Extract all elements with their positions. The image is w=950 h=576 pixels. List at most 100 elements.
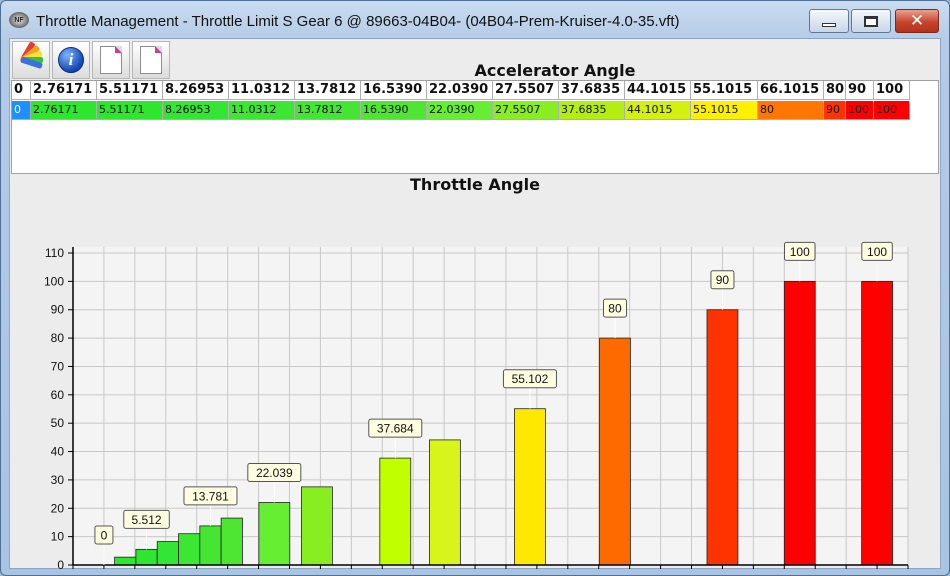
y-tick-label: 20	[51, 501, 65, 515]
data-label: 90	[716, 273, 730, 287]
chart-bar[interactable]	[706, 309, 739, 566]
throttle-chart[interactable]: -404812162024283236404448525660646872768…	[10, 191, 940, 569]
table-cell[interactable]: 13.7812	[295, 101, 361, 120]
y-tick-label: 110	[45, 246, 64, 260]
y-tick-label: 70	[51, 359, 65, 373]
chart-bar[interactable]	[135, 548, 158, 566]
chart-bar[interactable]	[783, 280, 816, 566]
table-cell[interactable]: 27.5507	[493, 101, 559, 120]
table-header-cell: 55.1015	[691, 81, 758, 100]
table-cell[interactable]: 22.0390	[427, 101, 493, 120]
data-label: 22.039	[256, 466, 293, 480]
accelerator-table[interactable]: 0 2.76171 5.51171 8.26953 11.0312 13.7812 16.5…	[11, 80, 939, 174]
chart-bar[interactable]	[114, 556, 137, 566]
app-icon: NF	[9, 12, 29, 28]
maximize-button[interactable]	[851, 9, 891, 33]
minimize-icon	[822, 23, 836, 27]
data-label-box	[710, 270, 735, 290]
data-label-box	[183, 486, 238, 506]
chart-bar[interactable]	[199, 525, 222, 566]
data-label: 80	[608, 302, 622, 316]
y-tick-label: 100	[44, 274, 64, 288]
table-cell[interactable]: 90	[824, 101, 846, 120]
table-cell[interactable]: 37.6835	[559, 101, 625, 120]
table-header-cell: 11.0312	[229, 81, 295, 100]
chart-bar[interactable]	[258, 502, 291, 566]
data-label-box	[861, 241, 893, 261]
plot-area	[73, 247, 908, 565]
data-label: 0	[101, 529, 108, 543]
table-header-cell: 16.5390	[361, 81, 427, 100]
data-label-box	[502, 369, 557, 389]
y-tick-label: 0	[57, 558, 64, 569]
data-label: 100	[790, 245, 810, 259]
chart-title: Throttle Angle	[410, 175, 540, 194]
table-cell[interactable]: 0	[12, 101, 31, 120]
data-label-box	[368, 418, 423, 438]
y-tick-label: 10	[51, 530, 65, 544]
data-label: 13.781	[192, 489, 229, 503]
new-document-button[interactable]	[92, 41, 130, 79]
table-header-cell: 22.0390	[427, 81, 493, 100]
chart-bar[interactable]	[514, 408, 546, 566]
chart-bar[interactable]	[599, 337, 631, 566]
table-header-row: 0 2.76171 5.51171 8.26953 11.0312 13.7812 16.5…	[12, 81, 910, 100]
title-bar[interactable]: NF Throttle Management - Throttle Limit …	[1, 1, 949, 37]
table-header-cell: 27.5507	[493, 81, 559, 100]
table-header-cell: 90	[846, 81, 874, 100]
table-cell[interactable]: 2.76171	[31, 101, 97, 120]
info-icon: i	[58, 47, 84, 73]
table-header-cell: 5.51171	[97, 81, 163, 100]
document-icon	[140, 46, 162, 74]
table-cell[interactable]: 8.26953	[163, 101, 229, 120]
close-button[interactable]: ✕	[895, 9, 939, 33]
chart-bar[interactable]	[220, 517, 243, 566]
data-label: 55.102	[512, 372, 549, 386]
y-tick-label: 60	[51, 388, 65, 402]
grid-title: Accelerator Angle	[474, 61, 636, 80]
chart-bar[interactable]	[861, 280, 893, 566]
table-header-cell: 8.26953	[163, 81, 229, 100]
table-cell[interactable]: 100	[874, 101, 910, 120]
table-row: 0 2.76171 5.51171 8.26953 11.0312 13.7812 16.5…	[12, 101, 910, 120]
chart-bar[interactable]	[156, 541, 179, 566]
minimize-button[interactable]	[809, 9, 849, 33]
y-tick-label: 80	[51, 331, 65, 345]
y-tick-label: 40	[51, 445, 65, 459]
table-cell[interactable]: 16.5390	[361, 101, 427, 120]
chart-bar[interactable]	[301, 486, 333, 566]
data-label: 37.684	[377, 422, 414, 436]
table-cell[interactable]: 80	[758, 101, 824, 120]
table-header-cell: 44.1015	[625, 81, 691, 100]
table-cell[interactable]: 55.1015	[691, 101, 758, 120]
table-header-cell: 37.6835	[559, 81, 625, 100]
toolbar: i	[12, 41, 170, 81]
table-cell[interactable]: 100	[846, 101, 874, 120]
copy-document-button[interactable]	[132, 41, 170, 79]
chart-bar[interactable]	[178, 533, 201, 566]
table-header-cell: 80	[824, 81, 846, 100]
table-header-cell: 100	[874, 81, 910, 100]
table-cell[interactable]: 44.1015	[625, 101, 691, 120]
data-label-box	[94, 525, 114, 545]
table-header-cell: 13.7812	[295, 81, 361, 100]
chart-bar[interactable]	[379, 457, 412, 566]
y-tick-label: 90	[51, 303, 65, 317]
data-label-box	[247, 462, 302, 482]
y-tick-label: 30	[51, 473, 65, 487]
info-button[interactable]: i	[52, 41, 90, 79]
window-title: Throttle Management - Throttle Limit S G…	[36, 13, 680, 30]
table-header-cell: 0	[12, 81, 31, 100]
y-tick-label: 50	[51, 416, 65, 430]
chart-bar[interactable]	[429, 439, 461, 566]
table-cell[interactable]: 5.51171	[97, 101, 163, 120]
close-icon: ✕	[909, 11, 925, 31]
client-area: i Accelerator Angle 0 2.76171 5.51171 8.269…	[9, 38, 941, 569]
palette-icon	[17, 41, 45, 73]
data-label: 100	[867, 245, 887, 259]
data-label-box	[784, 241, 816, 261]
table-cell[interactable]: 11.0312	[229, 101, 295, 120]
data-label-box	[123, 509, 170, 529]
palette-button[interactable]	[12, 41, 50, 79]
